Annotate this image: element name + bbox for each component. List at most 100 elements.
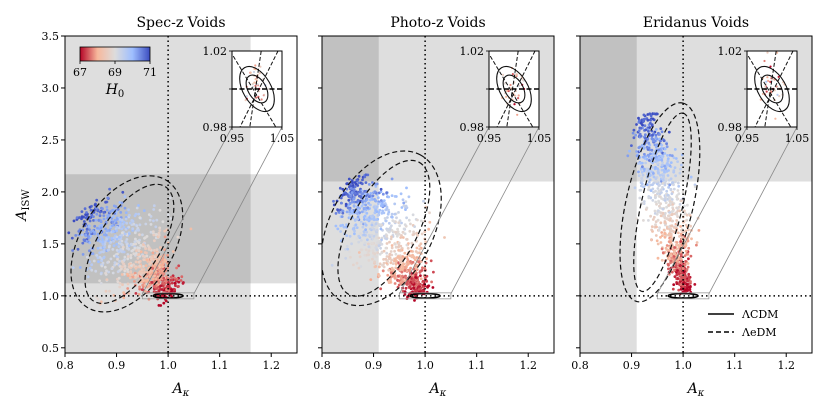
x-tick-label: 1.0 <box>674 359 692 372</box>
scatter-point <box>642 219 645 222</box>
scatter-point <box>390 246 394 250</box>
scatter-point <box>657 148 660 152</box>
scatter-point <box>138 223 142 227</box>
scatter-point <box>134 252 138 255</box>
scatter-point <box>403 279 407 282</box>
scatter-point <box>634 133 638 137</box>
scatter-point <box>361 198 365 202</box>
scatter-point <box>390 215 394 219</box>
scatter-point <box>115 225 119 229</box>
scatter-point <box>418 244 421 248</box>
scatter-point <box>83 207 87 211</box>
x-axis-label: Aκ <box>428 381 447 399</box>
scatter-point <box>411 260 415 264</box>
scatter-point <box>400 263 404 267</box>
scatter-point <box>161 265 165 269</box>
contour-dashed <box>84 183 175 305</box>
inset-contour-dashed <box>747 53 792 127</box>
scatter-point <box>86 275 90 279</box>
scatter-point <box>123 264 127 268</box>
scatter-point <box>361 225 365 229</box>
scatter-point <box>341 211 345 215</box>
scatter-point <box>142 281 146 285</box>
scatter-point <box>348 208 352 212</box>
scatter-point <box>379 187 383 191</box>
x-axis-label: Aκ <box>686 381 705 399</box>
scatter-point <box>419 219 423 223</box>
scatter-point <box>85 227 89 231</box>
scatter-point <box>81 228 85 232</box>
scatter-point <box>152 258 156 262</box>
scatter-point <box>679 261 683 264</box>
inset: 1.02 0.980.95 1.05 <box>203 45 295 145</box>
scatter-point <box>124 217 128 221</box>
scatter-point <box>96 238 100 242</box>
scatter-point <box>123 258 126 261</box>
scatter-point <box>676 231 680 235</box>
panel-title: Spec-z Voids <box>136 15 225 31</box>
scatter-point <box>85 230 89 234</box>
scatter-point <box>676 215 679 219</box>
scatter-point <box>657 156 661 160</box>
scatter-point <box>116 280 120 283</box>
scatter-point <box>651 161 654 165</box>
scatter-point <box>179 279 183 282</box>
scatter-point <box>666 159 670 163</box>
scatter-point <box>348 202 352 206</box>
scatter-point <box>393 259 396 263</box>
scatter-point <box>695 243 698 247</box>
scatter-point <box>657 199 660 203</box>
scatter-point <box>397 241 401 245</box>
scatter-point <box>650 148 654 152</box>
scatter-point <box>358 211 362 215</box>
scatter-point <box>394 230 398 234</box>
x-tick-label: 1.1 <box>468 359 486 372</box>
colorbar-tick-label: 69 <box>108 66 122 79</box>
scatter-point <box>645 145 649 149</box>
scatter-point <box>103 265 107 269</box>
scatter-point <box>149 230 153 234</box>
scatter-point <box>155 287 159 291</box>
scatter-point <box>663 231 667 235</box>
scatter-point <box>654 200 658 204</box>
scatter-point <box>169 217 173 220</box>
scatter-point <box>656 242 660 246</box>
scatter-point <box>662 228 666 232</box>
scatter-point <box>120 249 123 253</box>
scatter-point <box>367 195 371 199</box>
scatter-point <box>412 286 416 290</box>
scatter-point <box>664 179 668 183</box>
scatter-point <box>648 126 652 129</box>
scatter-point <box>150 258 153 261</box>
scatter-point <box>396 261 400 265</box>
scatter-point <box>80 210 84 214</box>
scatter-point <box>419 277 423 281</box>
scatter-point <box>161 269 165 273</box>
scatter-point <box>687 246 691 250</box>
scatter-point <box>374 209 377 212</box>
scatter-point <box>663 199 667 202</box>
scatter-point <box>357 266 361 270</box>
scatter-point <box>393 282 397 285</box>
scatter-point <box>355 261 359 265</box>
scatter-point <box>96 256 100 260</box>
scatter-point <box>101 240 105 244</box>
scatter-point <box>111 224 114 228</box>
scatter-point <box>660 191 663 194</box>
scatter-point <box>145 254 149 258</box>
scatter-point <box>372 234 376 238</box>
inset-point <box>776 93 779 96</box>
scatter-point <box>667 248 671 252</box>
scatter-point <box>97 219 101 222</box>
scatter-point <box>117 245 121 249</box>
scatter-point <box>647 141 650 145</box>
scatter-point <box>666 193 670 197</box>
scatter-point <box>126 282 130 286</box>
scatter-point <box>396 227 399 231</box>
scatter-point <box>356 198 360 202</box>
scatter-point <box>85 255 89 259</box>
scatter-point <box>402 204 406 208</box>
scatter-point <box>387 281 391 284</box>
scatter-point <box>358 190 362 194</box>
scatter-point <box>677 288 681 292</box>
